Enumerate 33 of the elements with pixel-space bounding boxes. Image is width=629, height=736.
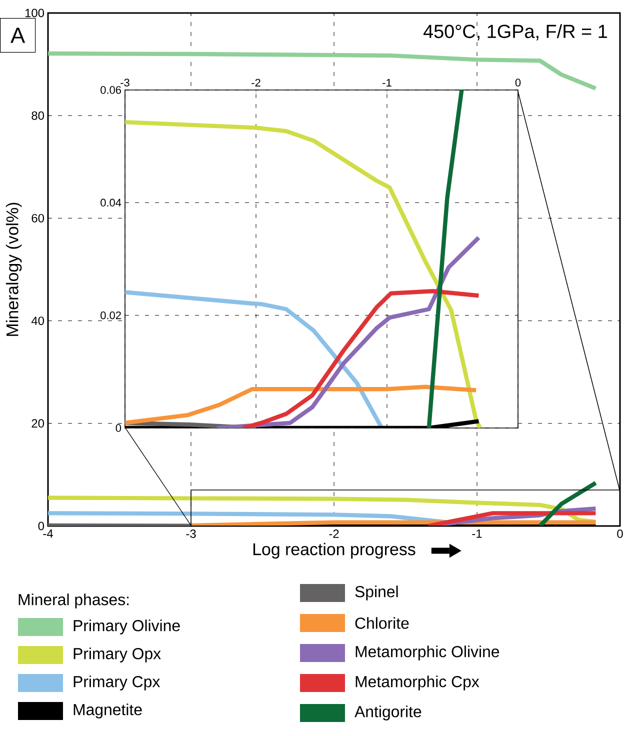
- annotation: 450°C, 1GPa, F/R = 1: [423, 24, 607, 40]
- y-axis-title: Mineralogy (vol%): [6, 202, 22, 336]
- legend-label: Primary Opx: [74, 648, 161, 662]
- x-tick-label: -4: [43, 530, 53, 538]
- y-tick-label: 0.02: [100, 311, 121, 320]
- legend-label: Spinel: [355, 586, 398, 600]
- y-tick-label: 60: [32, 214, 44, 222]
- y-tick-label: 0: [38, 522, 44, 530]
- legend-label: Primary Cpx: [74, 676, 160, 690]
- text: A: [10, 28, 26, 43]
- x-tick-label: 0: [617, 530, 623, 538]
- x-tick-label: 0: [515, 78, 521, 86]
- y-tick-label: 0: [116, 424, 122, 432]
- x-tick-label: -2: [252, 78, 260, 86]
- y-tick-label: 100: [25, 8, 44, 18]
- y-tick-label: 20: [32, 419, 44, 428]
- legend-label: Metamorphic Cpx: [356, 676, 480, 690]
- x-tick-label: -1: [382, 78, 392, 86]
- x-tick-label: -3: [120, 78, 130, 86]
- x-tick-label: -3: [186, 530, 196, 538]
- x-axis-title: Log reaction progress: [253, 542, 416, 559]
- y-tick-label: 0.06: [100, 86, 121, 94]
- x-tick-label: -1: [472, 530, 482, 538]
- legend-label: Metamorphic Olivine: [356, 646, 500, 660]
- y-tick-label: 80: [32, 111, 44, 120]
- legend-label: Chlorite: [355, 617, 409, 629]
- legend-label: Magnetite: [74, 704, 142, 718]
- legend-title: Mineral phases:: [18, 594, 129, 608]
- y-tick-label: 40: [31, 316, 44, 326]
- y-tick-label: 0.04: [100, 198, 122, 207]
- legend-label: Primary Olivine: [74, 620, 180, 634]
- x-tick-label: -2: [329, 530, 339, 538]
- legend-label: Antigorite: [354, 706, 422, 720]
